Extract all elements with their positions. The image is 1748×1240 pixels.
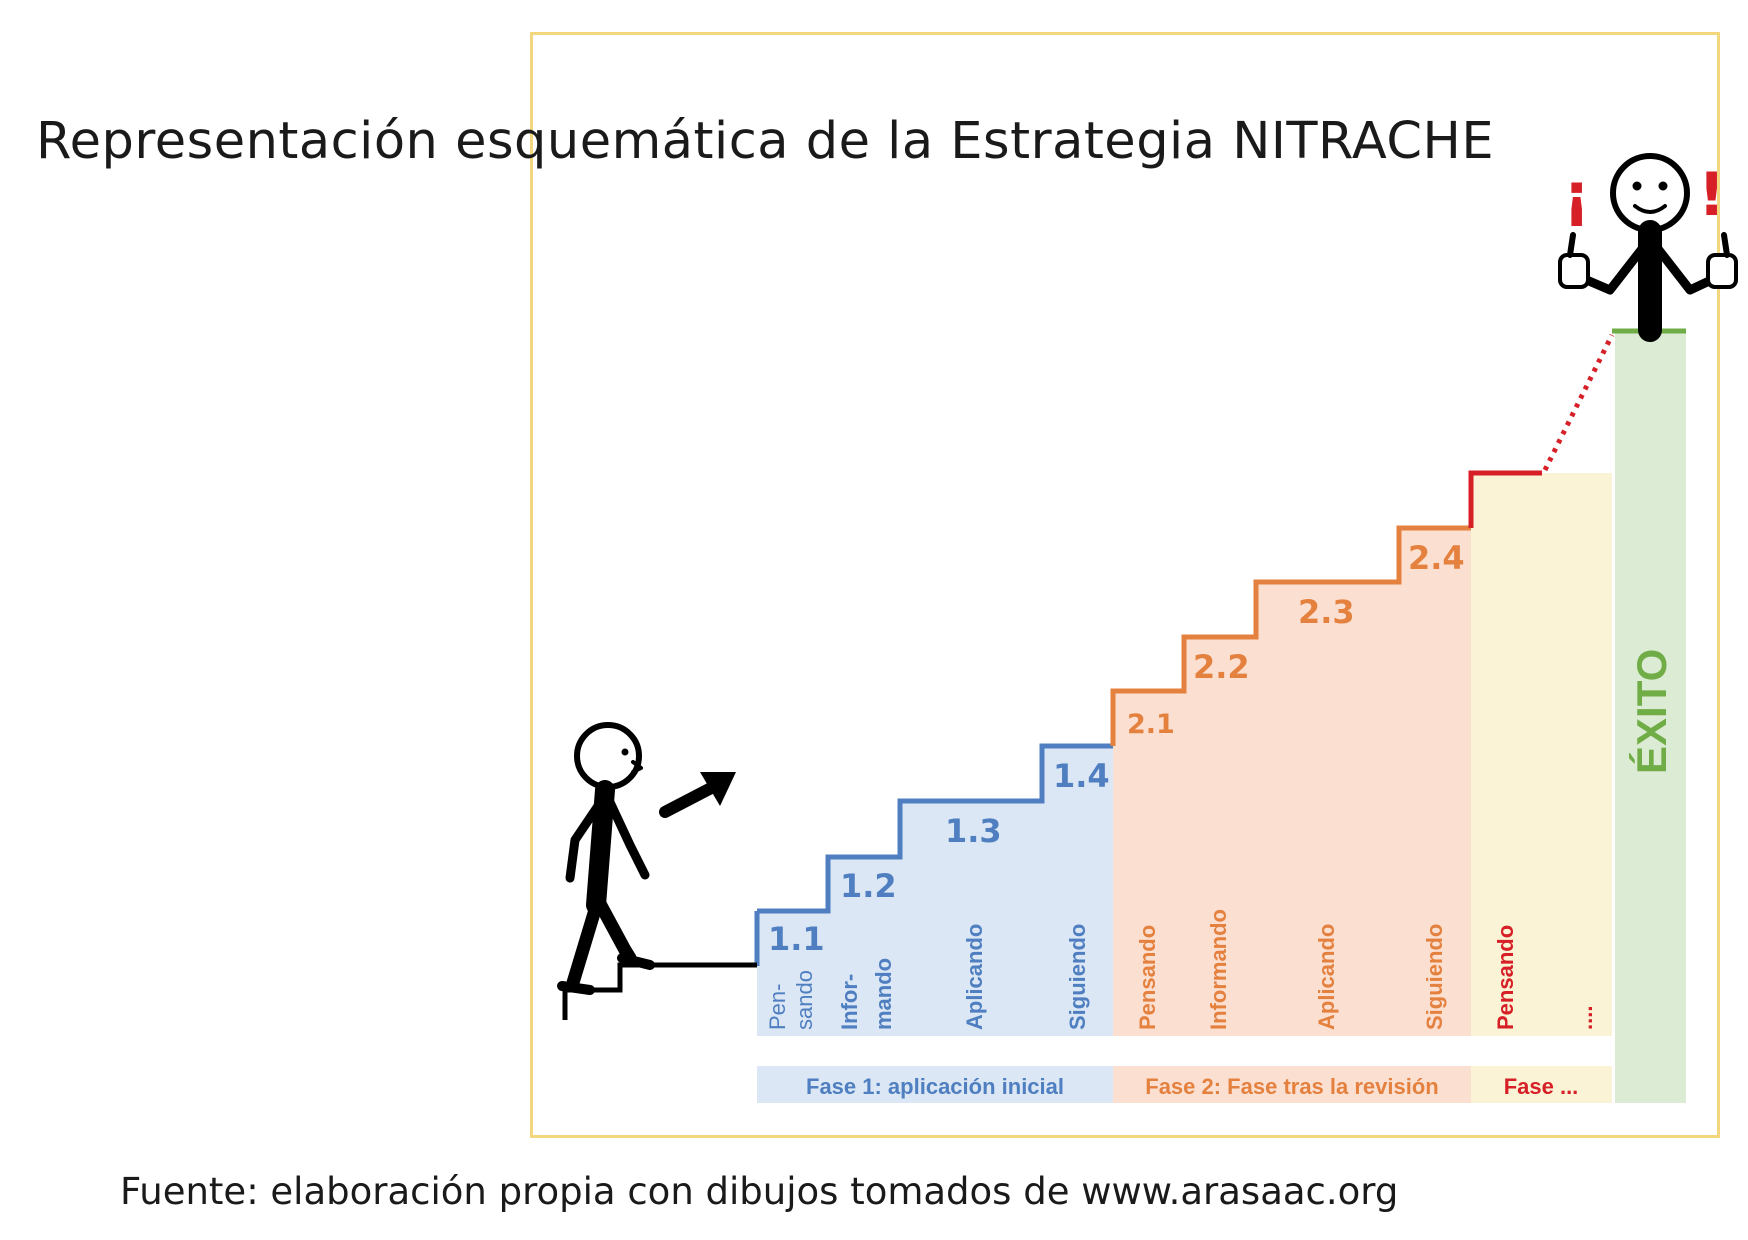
phase3-label: Fase ... (1504, 1074, 1579, 1099)
phase2-step-outline (1110, 525, 1471, 746)
step-label: 1.3 (945, 812, 1002, 850)
phase1-step1-fill (757, 911, 1113, 1036)
walking-person-icon (557, 722, 655, 995)
phase2-band (1113, 1066, 1471, 1103)
phase1-step4-fill (1042, 746, 1113, 801)
phase1-step2-fill (828, 857, 1113, 911)
activity-label: Siguiendo (1422, 924, 1447, 1030)
activity-label: Pensando (1135, 925, 1160, 1030)
phase2-step2-fill (1184, 637, 1471, 691)
activity-label: mando (871, 958, 896, 1030)
activity-label: Pen- (765, 984, 790, 1030)
step-label: 2.4 (1408, 539, 1465, 577)
phase1-step-outline (757, 743, 1113, 914)
activity-label: Informando (1206, 909, 1231, 1030)
step-label: 2.2 (1193, 648, 1250, 686)
source-caption: Fuente: elaboración propia con dibujos t… (120, 1170, 1399, 1213)
activity-label: Infor- (837, 974, 862, 1030)
dotted-path-to-success (1542, 333, 1615, 472)
exclamation-close: ! (1698, 160, 1725, 230)
diagram-title: Representación esquemática de la Estrate… (36, 112, 1495, 171)
band-gap (757, 1036, 1615, 1066)
success-label: ÉXITO (1628, 649, 1675, 774)
phase3-fill (1471, 473, 1612, 1036)
phase3-band (1471, 1066, 1612, 1103)
diagram-frame (530, 32, 1720, 1138)
exclamation-open: ¡ (1563, 160, 1590, 230)
success-person-icon (1558, 153, 1738, 342)
arrow-up-right-icon (659, 772, 736, 818)
step-label: 1.2 (840, 867, 897, 905)
activity-label: .... (1572, 1006, 1597, 1030)
activity-label: Aplicando (1314, 924, 1339, 1030)
phase2-label: Fase 2: Fase tras la revisión (1145, 1074, 1439, 1099)
step-label: 2.3 (1298, 593, 1355, 631)
step-label: 1.4 (1053, 757, 1110, 795)
success-column-fill (1615, 331, 1686, 1103)
step-label: 2.1 (1127, 709, 1175, 740)
phase1-label: Fase 1: aplicación inicial (806, 1074, 1064, 1099)
activity-label: Siguiendo (1065, 924, 1090, 1030)
ground-steps (562, 962, 757, 1020)
phase1-band (757, 1066, 1113, 1103)
phase2-step4-fill (1399, 528, 1471, 582)
activity-label: sando (792, 970, 817, 1030)
activity-label: Pensando (1493, 925, 1518, 1030)
step-label: 1.1 (768, 920, 825, 958)
phase2-fill (1113, 691, 1471, 1036)
activity-label: Aplicando (962, 924, 987, 1030)
phase1-step3-fill (900, 801, 1113, 857)
phase3-step-outline (1468, 470, 1542, 528)
phase2-step3-fill (1256, 582, 1471, 637)
